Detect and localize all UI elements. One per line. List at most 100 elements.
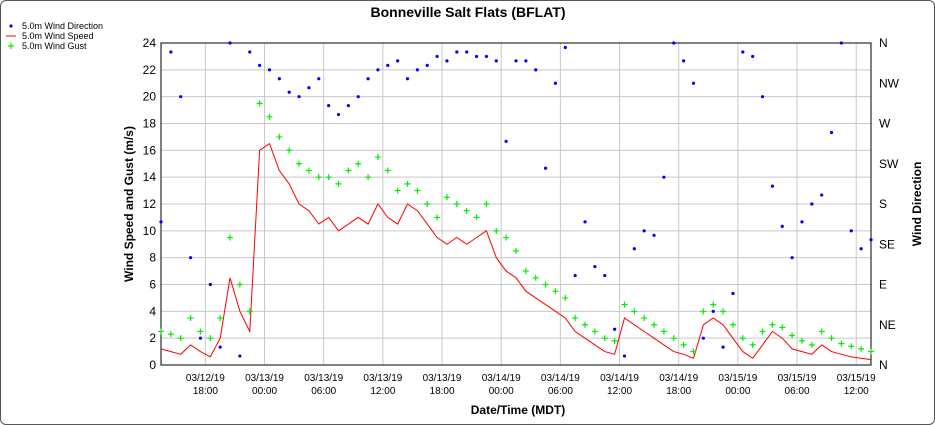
wind-direction-point [849, 229, 853, 233]
wind-gust-point [453, 201, 460, 207]
wind-gust-point [434, 214, 441, 221]
wind-direction-point [415, 68, 419, 72]
y2-tick-label: SW [879, 157, 899, 171]
wind-direction-point [504, 139, 508, 143]
wind-direction-point [859, 247, 863, 251]
wind-direction-point [386, 63, 390, 67]
y2-axis-title: Wind Direction [910, 162, 924, 247]
x-tick-date: 03/15/19 [778, 373, 817, 384]
series-5-0m-wind-direction [159, 41, 873, 358]
x-tick-time: 12:00 [844, 386, 869, 397]
wind-direction-point [770, 184, 774, 188]
x-tick-time: 18:00 [193, 386, 218, 397]
y2-tick-label: SE [879, 237, 895, 251]
legend-label: 5.0m Wind Speed [22, 31, 94, 41]
y-tick-label: 6 [149, 278, 156, 292]
x-tick-time: 18:00 [430, 386, 455, 397]
grid [161, 42, 871, 366]
wind-direction-point [465, 50, 469, 54]
wind-gust-point [808, 341, 815, 348]
y-tick-label: 14 [143, 170, 157, 184]
wind-gust-point [700, 308, 707, 315]
wind-gust-point [365, 174, 372, 181]
wind-direction-point [731, 291, 735, 296]
x-tick-time: 00:00 [252, 386, 277, 397]
y-tick-label: 10 [143, 224, 157, 238]
y2-tick-label: S [879, 197, 887, 211]
wind-direction-point [327, 104, 331, 108]
wind-direction-point [583, 220, 587, 224]
wind-direction-point [445, 59, 449, 63]
wind-direction-point [701, 336, 705, 340]
y2-tick-label: N [879, 36, 888, 50]
legend-dot-icon [9, 24, 13, 28]
wind-direction-point [484, 54, 489, 59]
y2-tick-label: E [879, 278, 887, 292]
x-tick-time: 06:00 [785, 386, 810, 397]
wind-direction-point [810, 202, 814, 206]
wind-gust-point [305, 167, 312, 174]
wind-gust-point [414, 187, 421, 194]
wind-direction-point [169, 50, 173, 54]
wind-direction-point [790, 256, 794, 260]
wind-direction-point [346, 104, 350, 108]
wind-gust-point [798, 337, 805, 344]
x-tick-date: 03/14/19 [600, 373, 639, 384]
wind-gust-point [582, 321, 589, 328]
wind-direction-point [297, 95, 301, 99]
wind-gust-point [789, 332, 796, 339]
wind-direction-point [543, 166, 548, 170]
wind-gust-point [572, 315, 579, 322]
wind-direction-point [514, 59, 518, 63]
x-tick-date: 03/15/19 [718, 373, 757, 384]
wind-gust-point [601, 335, 608, 342]
wind-gust-point [838, 340, 845, 347]
wind-gust-point [158, 328, 164, 335]
wind-gust-point [463, 207, 470, 214]
x-tick-time: 06:00 [548, 386, 573, 397]
y-tick-label: 18 [143, 117, 157, 131]
wind-gust-point [384, 167, 391, 174]
wind-gust-point [266, 113, 273, 120]
wind-direction-point [622, 354, 627, 358]
x-tick-date: 03/13/19 [363, 373, 402, 384]
wind-direction-point [218, 345, 222, 349]
wind-gust-point [779, 324, 786, 331]
wind-gust-point [394, 187, 401, 194]
wind-direction-point [711, 309, 715, 313]
x-tick-date: 03/13/19 [423, 373, 462, 384]
wind-direction-point [188, 256, 193, 260]
wind-gust-point [641, 315, 648, 322]
wind-gust-point [759, 328, 766, 335]
wind-gust-point [355, 160, 362, 167]
y-tick-label: 4 [149, 304, 156, 318]
x-tick-time: 06:00 [311, 386, 336, 397]
wind-direction-point [435, 54, 439, 59]
legend-item: 5.0m Wind Speed [6, 31, 94, 41]
wind-gust-point [818, 328, 825, 335]
wind-direction-point [741, 50, 745, 54]
wind-direction-point [642, 229, 646, 233]
wind-direction-point [800, 220, 804, 224]
wind-direction-point [780, 224, 784, 228]
wind-gust-point [670, 335, 677, 342]
wind-gust-point [828, 335, 835, 342]
wind-direction-point [534, 68, 538, 72]
wind-gust-point [858, 345, 865, 352]
wind-direction-point [376, 68, 380, 72]
x-tick-date: 03/15/19 [837, 373, 876, 384]
wind-gust-point [473, 214, 480, 221]
wind-direction-point [198, 336, 203, 340]
wind-gust-point [591, 328, 598, 335]
wind-gust-point [848, 343, 855, 350]
wind-gust-point [325, 174, 332, 181]
wind-gust-point [424, 201, 431, 207]
wind-direction-point [721, 345, 725, 349]
wind-direction-point [228, 41, 232, 45]
wind-gust-point [729, 321, 736, 328]
wind-gust-point [631, 308, 638, 315]
legend-plus-icon [8, 43, 14, 49]
x-tick-date: 03/13/19 [245, 373, 284, 384]
wind-gust-point [769, 321, 776, 328]
